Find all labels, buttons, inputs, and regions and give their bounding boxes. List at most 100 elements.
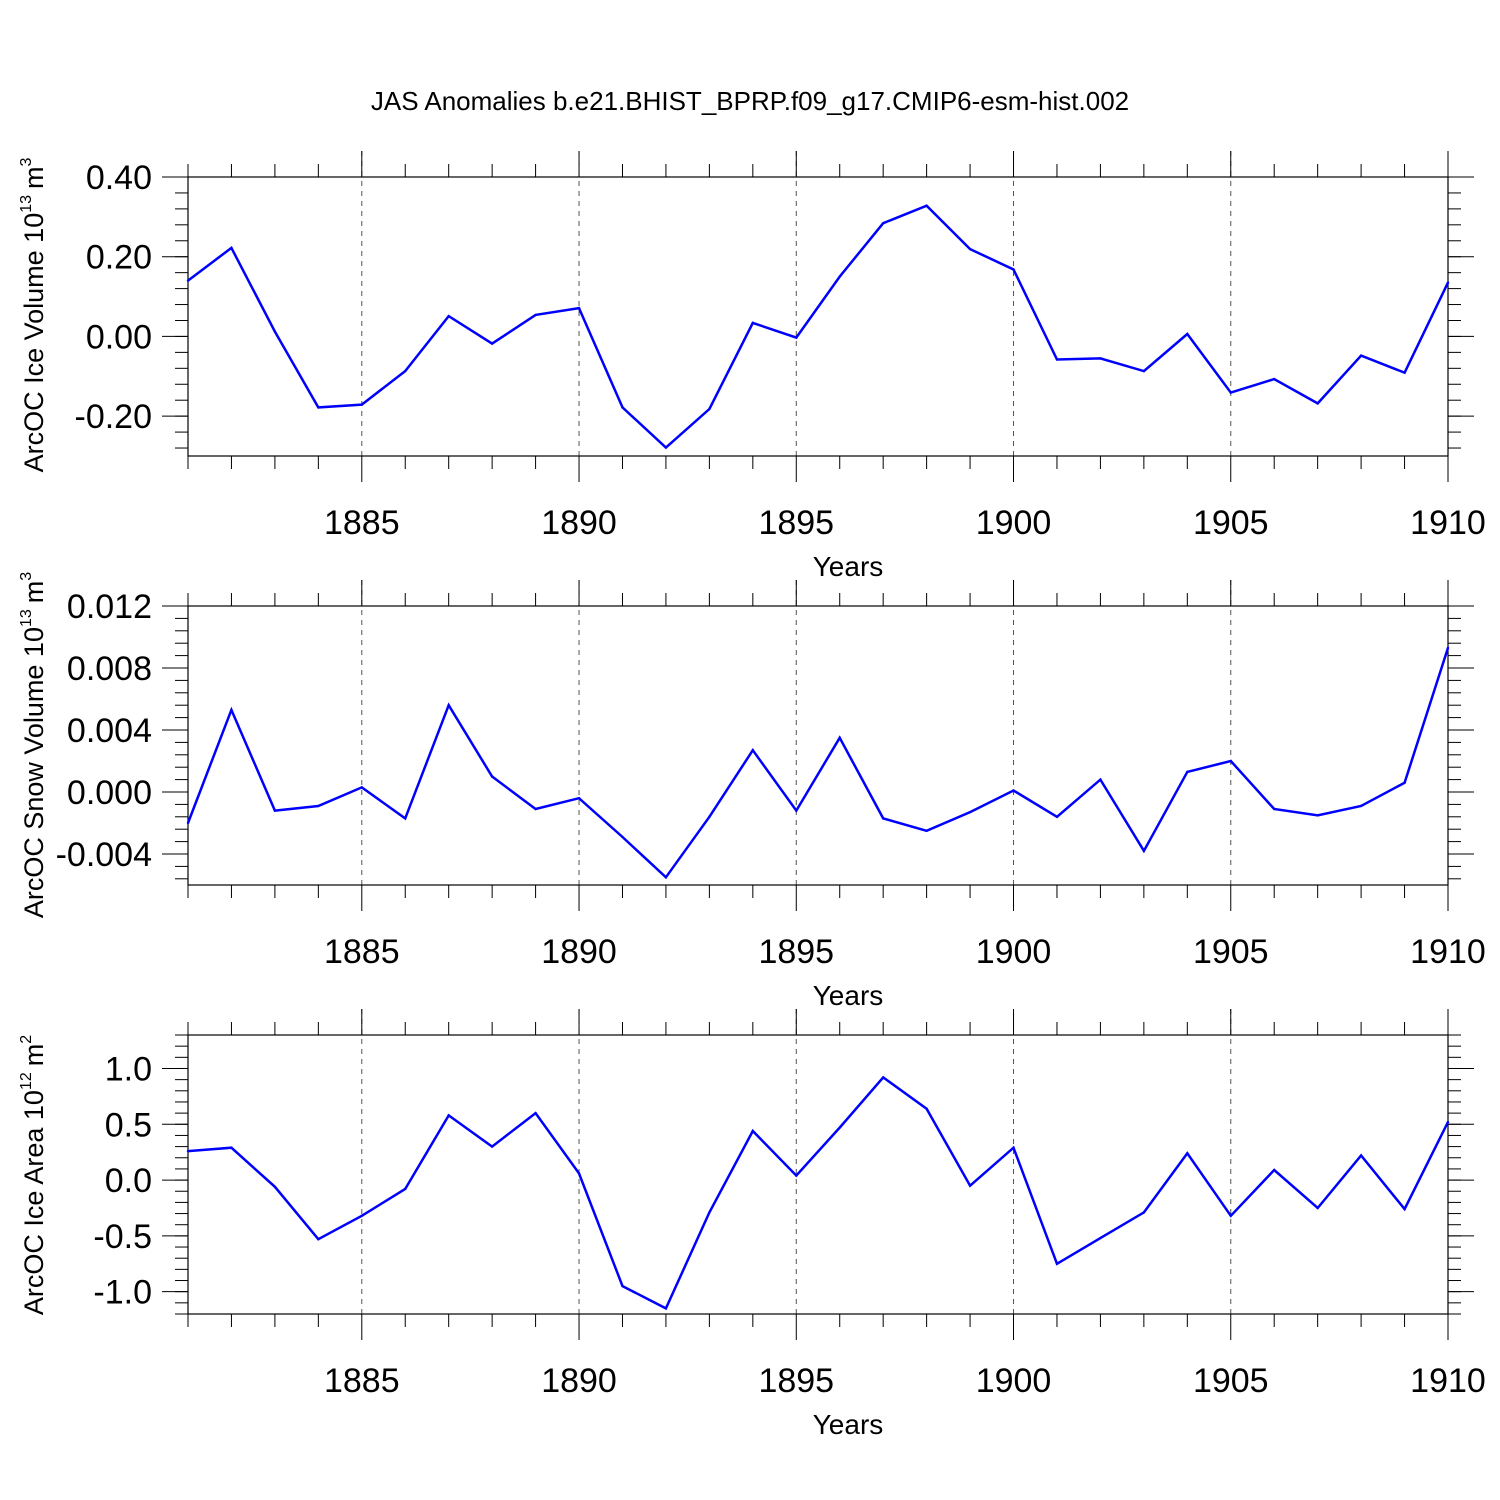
data-point <box>1186 770 1189 774</box>
y-tick-label: 0.00 <box>86 318 152 356</box>
data-point <box>751 1129 755 1133</box>
data-point <box>360 1214 363 1217</box>
x-tick-label: 1895 <box>758 933 834 971</box>
x-axis-label: Years <box>813 551 884 582</box>
data-point <box>925 204 928 207</box>
y-axis-label: ArcOC Ice Area 1012 m2 <box>18 1035 49 1315</box>
x-tick-label: 1895 <box>758 1362 834 1400</box>
y-axis-label-unit: m <box>19 1044 49 1067</box>
series-line <box>187 204 1450 450</box>
data-point <box>273 809 277 812</box>
data-point <box>1099 1236 1102 1240</box>
data-point <box>795 1174 798 1177</box>
data-point <box>838 1126 841 1129</box>
data-point <box>230 1146 233 1149</box>
data-point <box>317 1238 320 1241</box>
data-point <box>1316 402 1319 405</box>
x-axis-label: Years <box>813 1409 884 1440</box>
data-point <box>968 810 972 814</box>
data-point <box>751 748 755 752</box>
data-point <box>881 222 885 225</box>
y-tick-label: 0.40 <box>86 159 152 197</box>
data-point <box>708 1211 711 1214</box>
data-point <box>708 815 711 818</box>
data-point <box>664 446 668 449</box>
x-tick-label: 1890 <box>541 504 617 542</box>
data-point <box>273 330 277 333</box>
data-point <box>795 336 798 339</box>
data-point <box>1055 815 1059 818</box>
y-axis-label-exponent: 12 <box>18 1072 35 1090</box>
data-point <box>1142 369 1146 373</box>
data-point <box>1359 354 1363 357</box>
y-tick-label: 0.008 <box>67 650 152 688</box>
x-tick-label: 1905 <box>1193 1362 1269 1400</box>
y-axis-label: ArcOC Ice Volume 1013 m3 <box>18 157 49 472</box>
data-point <box>621 835 624 839</box>
y-tick-label: -0.5 <box>93 1218 152 1256</box>
data-point <box>1316 814 1319 817</box>
y-axis-label-exponent: 13 <box>18 195 35 213</box>
x-tick-label: 1890 <box>541 1362 617 1400</box>
data-point <box>1142 849 1146 853</box>
x-tick-label: 1900 <box>976 933 1052 971</box>
data-point <box>447 314 450 318</box>
data-point <box>230 708 233 712</box>
data-point <box>577 797 581 800</box>
data-point <box>447 1114 450 1117</box>
data-point <box>1359 1154 1363 1157</box>
data-point <box>490 342 494 345</box>
y-tick-label: 1.0 <box>105 1050 152 1088</box>
data-point <box>1099 778 1102 781</box>
y-tick-label: -0.20 <box>75 398 153 436</box>
data-point <box>1099 357 1102 360</box>
y-axis-label-main: ArcOC Ice Volume 10 <box>19 213 49 473</box>
series-line <box>186 647 1450 880</box>
plot-frame <box>187 176 1449 457</box>
chart-title: JAS Anomalies b.e21.BHIST_BPRP.f09_g17.C… <box>371 86 1129 116</box>
y-tick-label: 0.5 <box>105 1106 152 1144</box>
x-tick-label: 1910 <box>1410 933 1486 971</box>
data-point <box>1229 759 1232 763</box>
data-point <box>708 407 711 411</box>
y-axis-label-unit-exponent: 3 <box>18 572 35 581</box>
data-point <box>360 403 363 406</box>
y-tick-label: 0.012 <box>67 588 152 626</box>
data-point <box>1055 1262 1059 1265</box>
x-tick-label: 1885 <box>324 1362 400 1400</box>
x-tick-label: 1900 <box>976 504 1052 542</box>
x-tick-label: 1885 <box>324 504 400 542</box>
y-tick-label: -1.0 <box>93 1274 152 1312</box>
data-point <box>360 786 363 789</box>
data-point <box>534 807 537 811</box>
data-point <box>404 369 407 373</box>
y-axis-label-main: ArcOC Ice Area 10 <box>19 1090 49 1315</box>
data-point <box>621 406 624 409</box>
data-point <box>838 275 841 278</box>
data-point <box>1229 391 1232 394</box>
data-point <box>186 1149 190 1153</box>
data-point <box>1012 1146 1015 1149</box>
data-point <box>534 313 537 317</box>
y-axis-label-unit-exponent: 3 <box>18 157 35 166</box>
data-point <box>621 1284 624 1288</box>
x-tick-label: 1895 <box>758 504 834 542</box>
data-point <box>1012 789 1015 792</box>
data-point <box>1229 1214 1232 1217</box>
data-point <box>230 246 233 250</box>
data-point <box>925 1107 928 1110</box>
data-point <box>273 1185 277 1188</box>
data-point <box>1403 1207 1406 1211</box>
x-tick-label: 1905 <box>1193 933 1269 971</box>
data-point <box>1142 1211 1146 1214</box>
y-axis-label-unit-exponent: 2 <box>18 1035 35 1044</box>
panels: -0.20 0.00 0.20 0.40 1885 1890 1895 1900 1905 191… <box>18 151 1486 1440</box>
data-point <box>1359 804 1363 808</box>
y-axis-label-unit: m <box>19 581 49 604</box>
data-point <box>664 876 668 879</box>
y-tick-label: 0.20 <box>86 239 152 277</box>
data-point <box>534 1111 537 1115</box>
data-point <box>1186 1152 1189 1155</box>
data-point <box>881 817 885 820</box>
